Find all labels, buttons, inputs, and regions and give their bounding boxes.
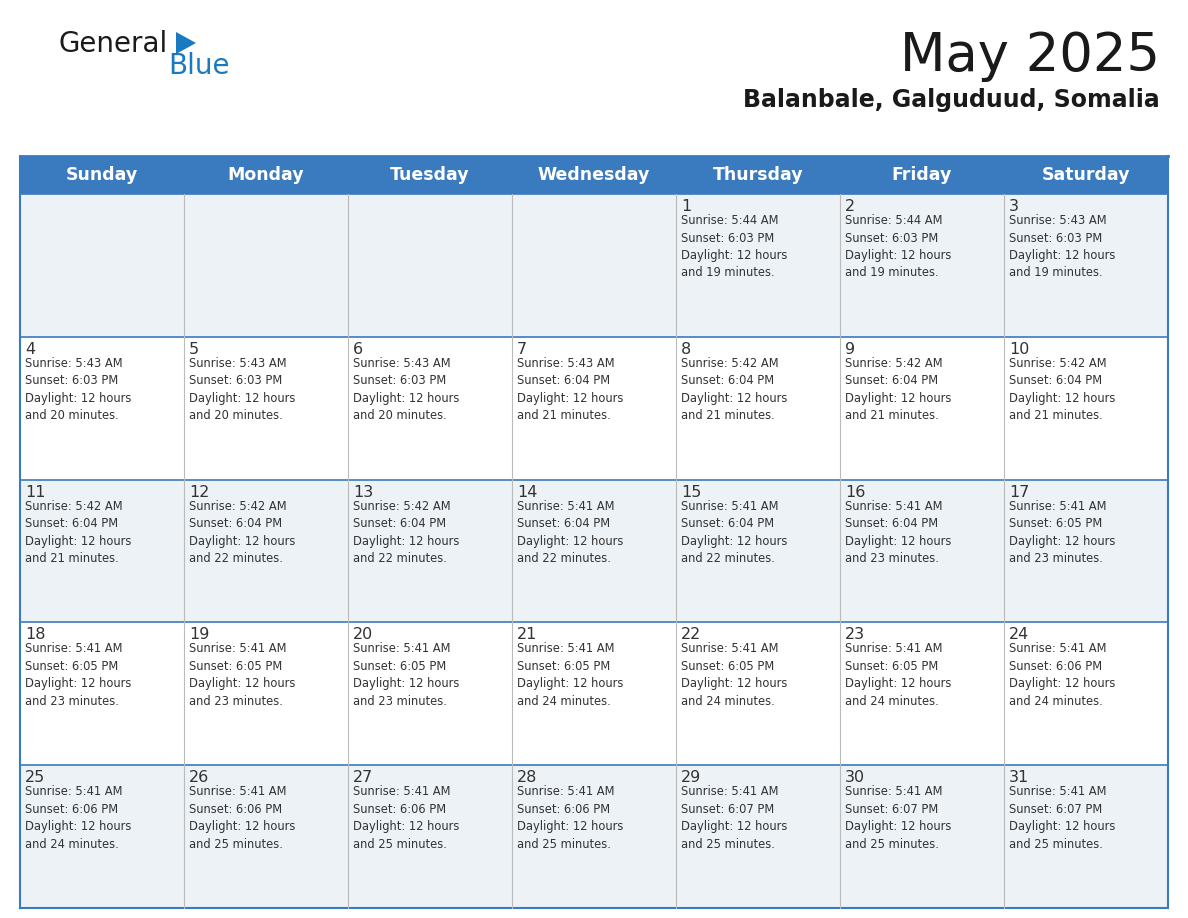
Text: Sunrise: 5:43 AM
Sunset: 6:03 PM
Daylight: 12 hours
and 20 minutes.: Sunrise: 5:43 AM Sunset: 6:03 PM Dayligh… bbox=[353, 357, 460, 422]
Text: Sunrise: 5:41 AM
Sunset: 6:04 PM
Daylight: 12 hours
and 22 minutes.: Sunrise: 5:41 AM Sunset: 6:04 PM Dayligh… bbox=[681, 499, 788, 565]
Bar bbox=[20, 479, 1168, 622]
Text: Sunrise: 5:41 AM
Sunset: 6:05 PM
Daylight: 12 hours
and 24 minutes.: Sunrise: 5:41 AM Sunset: 6:05 PM Dayligh… bbox=[517, 643, 624, 708]
Text: 22: 22 bbox=[681, 627, 701, 643]
Text: 2: 2 bbox=[845, 199, 855, 214]
Text: Sunrise: 5:41 AM
Sunset: 6:05 PM
Daylight: 12 hours
and 23 minutes.: Sunrise: 5:41 AM Sunset: 6:05 PM Dayligh… bbox=[189, 643, 296, 708]
Text: 8: 8 bbox=[681, 341, 691, 357]
Text: 24: 24 bbox=[1009, 627, 1029, 643]
Polygon shape bbox=[176, 32, 196, 54]
Text: 23: 23 bbox=[845, 627, 865, 643]
Text: Sunrise: 5:41 AM
Sunset: 6:05 PM
Daylight: 12 hours
and 23 minutes.: Sunrise: 5:41 AM Sunset: 6:05 PM Dayligh… bbox=[353, 643, 460, 708]
Text: Sunrise: 5:41 AM
Sunset: 6:07 PM
Daylight: 12 hours
and 25 minutes.: Sunrise: 5:41 AM Sunset: 6:07 PM Dayligh… bbox=[845, 785, 952, 851]
Bar bbox=[20, 194, 1168, 337]
Text: Sunrise: 5:41 AM
Sunset: 6:05 PM
Daylight: 12 hours
and 24 minutes.: Sunrise: 5:41 AM Sunset: 6:05 PM Dayligh… bbox=[845, 643, 952, 708]
Text: 16: 16 bbox=[845, 485, 865, 499]
Text: Balanbale, Galguduud, Somalia: Balanbale, Galguduud, Somalia bbox=[744, 88, 1159, 112]
Text: Sunrise: 5:44 AM
Sunset: 6:03 PM
Daylight: 12 hours
and 19 minutes.: Sunrise: 5:44 AM Sunset: 6:03 PM Dayligh… bbox=[681, 214, 788, 279]
Text: 20: 20 bbox=[353, 627, 373, 643]
Text: May 2025: May 2025 bbox=[901, 30, 1159, 82]
Text: 6: 6 bbox=[353, 341, 364, 357]
Text: Sunrise: 5:42 AM
Sunset: 6:04 PM
Daylight: 12 hours
and 22 minutes.: Sunrise: 5:42 AM Sunset: 6:04 PM Dayligh… bbox=[353, 499, 460, 565]
Text: 12: 12 bbox=[189, 485, 209, 499]
Text: Sunrise: 5:41 AM
Sunset: 6:06 PM
Daylight: 12 hours
and 25 minutes.: Sunrise: 5:41 AM Sunset: 6:06 PM Dayligh… bbox=[353, 785, 460, 851]
Text: 5: 5 bbox=[189, 341, 200, 357]
Bar bbox=[20, 156, 1168, 194]
Text: Monday: Monday bbox=[228, 166, 304, 184]
Text: Sunrise: 5:44 AM
Sunset: 6:03 PM
Daylight: 12 hours
and 19 minutes.: Sunrise: 5:44 AM Sunset: 6:03 PM Dayligh… bbox=[845, 214, 952, 279]
Text: Sunrise: 5:42 AM
Sunset: 6:04 PM
Daylight: 12 hours
and 21 minutes.: Sunrise: 5:42 AM Sunset: 6:04 PM Dayligh… bbox=[1009, 357, 1116, 422]
Text: 11: 11 bbox=[25, 485, 45, 499]
Text: 1: 1 bbox=[681, 199, 691, 214]
Text: 4: 4 bbox=[25, 341, 36, 357]
Text: Sunrise: 5:41 AM
Sunset: 6:04 PM
Daylight: 12 hours
and 23 minutes.: Sunrise: 5:41 AM Sunset: 6:04 PM Dayligh… bbox=[845, 499, 952, 565]
Text: 13: 13 bbox=[353, 485, 373, 499]
Text: Wednesday: Wednesday bbox=[538, 166, 650, 184]
Text: Sunrise: 5:42 AM
Sunset: 6:04 PM
Daylight: 12 hours
and 21 minutes.: Sunrise: 5:42 AM Sunset: 6:04 PM Dayligh… bbox=[25, 499, 132, 565]
Text: 7: 7 bbox=[517, 341, 527, 357]
Text: Sunrise: 5:43 AM
Sunset: 6:03 PM
Daylight: 12 hours
and 20 minutes.: Sunrise: 5:43 AM Sunset: 6:03 PM Dayligh… bbox=[189, 357, 296, 422]
Text: Sunrise: 5:42 AM
Sunset: 6:04 PM
Daylight: 12 hours
and 21 minutes.: Sunrise: 5:42 AM Sunset: 6:04 PM Dayligh… bbox=[845, 357, 952, 422]
Text: Sunrise: 5:43 AM
Sunset: 6:03 PM
Daylight: 12 hours
and 19 minutes.: Sunrise: 5:43 AM Sunset: 6:03 PM Dayligh… bbox=[1009, 214, 1116, 279]
Text: Sunrise: 5:41 AM
Sunset: 6:05 PM
Daylight: 12 hours
and 23 minutes.: Sunrise: 5:41 AM Sunset: 6:05 PM Dayligh… bbox=[1009, 499, 1116, 565]
Text: 31: 31 bbox=[1009, 770, 1029, 785]
Text: 28: 28 bbox=[517, 770, 537, 785]
Text: Sunday: Sunday bbox=[65, 166, 138, 184]
Text: 29: 29 bbox=[681, 770, 701, 785]
Text: Sunrise: 5:41 AM
Sunset: 6:07 PM
Daylight: 12 hours
and 25 minutes.: Sunrise: 5:41 AM Sunset: 6:07 PM Dayligh… bbox=[681, 785, 788, 851]
Text: Sunrise: 5:43 AM
Sunset: 6:04 PM
Daylight: 12 hours
and 21 minutes.: Sunrise: 5:43 AM Sunset: 6:04 PM Dayligh… bbox=[517, 357, 624, 422]
Text: 18: 18 bbox=[25, 627, 45, 643]
Text: Thursday: Thursday bbox=[713, 166, 803, 184]
Text: 3: 3 bbox=[1009, 199, 1019, 214]
Text: 26: 26 bbox=[189, 770, 209, 785]
Text: Sunrise: 5:43 AM
Sunset: 6:03 PM
Daylight: 12 hours
and 20 minutes.: Sunrise: 5:43 AM Sunset: 6:03 PM Dayligh… bbox=[25, 357, 132, 422]
Text: 19: 19 bbox=[189, 627, 209, 643]
Text: Sunrise: 5:41 AM
Sunset: 6:06 PM
Daylight: 12 hours
and 25 minutes.: Sunrise: 5:41 AM Sunset: 6:06 PM Dayligh… bbox=[517, 785, 624, 851]
Text: Blue: Blue bbox=[168, 52, 229, 80]
Text: 30: 30 bbox=[845, 770, 865, 785]
Bar bbox=[20, 766, 1168, 908]
Text: Tuesday: Tuesday bbox=[390, 166, 469, 184]
Text: Sunrise: 5:42 AM
Sunset: 6:04 PM
Daylight: 12 hours
and 22 minutes.: Sunrise: 5:42 AM Sunset: 6:04 PM Dayligh… bbox=[189, 499, 296, 565]
Text: 21: 21 bbox=[517, 627, 537, 643]
Text: Friday: Friday bbox=[892, 166, 953, 184]
Text: 14: 14 bbox=[517, 485, 537, 499]
Text: Sunrise: 5:41 AM
Sunset: 6:04 PM
Daylight: 12 hours
and 22 minutes.: Sunrise: 5:41 AM Sunset: 6:04 PM Dayligh… bbox=[517, 499, 624, 565]
Text: 25: 25 bbox=[25, 770, 45, 785]
Text: Sunrise: 5:41 AM
Sunset: 6:06 PM
Daylight: 12 hours
and 24 minutes.: Sunrise: 5:41 AM Sunset: 6:06 PM Dayligh… bbox=[1009, 643, 1116, 708]
Text: Saturday: Saturday bbox=[1042, 166, 1130, 184]
Text: 27: 27 bbox=[353, 770, 373, 785]
Text: Sunrise: 5:41 AM
Sunset: 6:05 PM
Daylight: 12 hours
and 24 minutes.: Sunrise: 5:41 AM Sunset: 6:05 PM Dayligh… bbox=[681, 643, 788, 708]
Bar bbox=[20, 337, 1168, 479]
Text: 9: 9 bbox=[845, 341, 855, 357]
Text: 15: 15 bbox=[681, 485, 701, 499]
Text: General: General bbox=[58, 30, 168, 58]
Text: Sunrise: 5:41 AM
Sunset: 6:06 PM
Daylight: 12 hours
and 24 minutes.: Sunrise: 5:41 AM Sunset: 6:06 PM Dayligh… bbox=[25, 785, 132, 851]
Text: 10: 10 bbox=[1009, 341, 1029, 357]
Bar bbox=[20, 622, 1168, 766]
Text: 17: 17 bbox=[1009, 485, 1029, 499]
Text: Sunrise: 5:41 AM
Sunset: 6:07 PM
Daylight: 12 hours
and 25 minutes.: Sunrise: 5:41 AM Sunset: 6:07 PM Dayligh… bbox=[1009, 785, 1116, 851]
Text: Sunrise: 5:41 AM
Sunset: 6:06 PM
Daylight: 12 hours
and 25 minutes.: Sunrise: 5:41 AM Sunset: 6:06 PM Dayligh… bbox=[189, 785, 296, 851]
Text: Sunrise: 5:42 AM
Sunset: 6:04 PM
Daylight: 12 hours
and 21 minutes.: Sunrise: 5:42 AM Sunset: 6:04 PM Dayligh… bbox=[681, 357, 788, 422]
Text: Sunrise: 5:41 AM
Sunset: 6:05 PM
Daylight: 12 hours
and 23 minutes.: Sunrise: 5:41 AM Sunset: 6:05 PM Dayligh… bbox=[25, 643, 132, 708]
